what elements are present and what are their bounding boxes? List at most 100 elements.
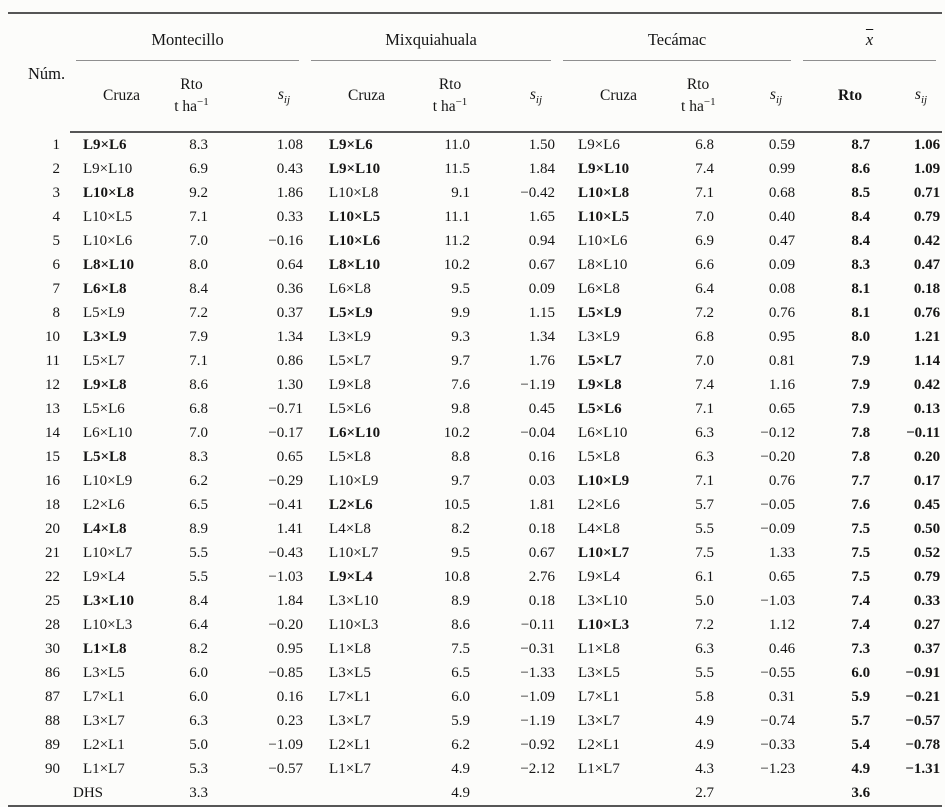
cell-mean-rto: 7.5 xyxy=(851,521,871,537)
cell-tec-rto: 4.3 xyxy=(695,761,715,777)
cell-tec-cruza: L3×L5 xyxy=(578,665,620,681)
cell-mont-rto: 6.4 xyxy=(189,617,208,633)
cell-mont-cruza: L3×L7 xyxy=(83,713,125,729)
table-row: 13 L5×L6 6.8 −0.71 L5×L6 9.8 0.45 L5×L6 7.1 0.65 7… xyxy=(8,397,942,421)
cell-tec-rto: 7.4 xyxy=(695,377,715,393)
cell-mix-rto: 11.0 xyxy=(444,137,471,153)
row-num: 8 xyxy=(52,305,61,321)
cell-tec-rto: 7.2 xyxy=(695,617,715,633)
cell-mean-rto: 7.5 xyxy=(851,569,871,585)
cell-mont-rto: 6.3 xyxy=(189,713,208,729)
cell-mix-cruza: L2×L6 xyxy=(329,497,373,513)
cell-mix-sij: 0.18 xyxy=(528,521,556,537)
cell-tec-sij: 0.65 xyxy=(768,401,796,417)
cell-mont-rto: 8.3 xyxy=(189,137,208,153)
cell-mix-cruza: L10×L5 xyxy=(329,209,381,225)
cell-mont-cruza: L3×L9 xyxy=(83,329,127,345)
cell-mix-rto: 4.9 xyxy=(451,761,471,777)
cell-tec-rto: 5.8 xyxy=(695,689,715,705)
cell-mix-sij: −0.04 xyxy=(520,425,556,441)
cell-mix-cruza: L9×L4 xyxy=(329,569,373,585)
cell-mean-sij: 1.14 xyxy=(913,353,941,369)
cell-mix-cruza: L7×L1 xyxy=(329,689,371,705)
cell-mean-rto: 4.9 xyxy=(851,761,871,777)
group-header-mean: x xyxy=(797,14,942,61)
cell-mont-cruza: L6×L8 xyxy=(83,281,127,297)
column-header-mix-sij: sij xyxy=(472,61,558,133)
cell-mont-rto: 5.3 xyxy=(189,761,208,777)
cell-tec-cruza: L10×L8 xyxy=(578,185,630,201)
cell-mix-cruza: L10×L7 xyxy=(329,545,379,561)
cell-mix-sij: 0.03 xyxy=(528,473,556,489)
cell-mean-rto: 5.9 xyxy=(851,689,871,705)
cell-mean-sij: 0.71 xyxy=(913,185,941,201)
cell-mix-cruza: L9×L10 xyxy=(329,161,381,177)
cell-mont-sij: 0.23 xyxy=(276,713,304,729)
cell-mean-rto: 8.3 xyxy=(851,257,871,273)
cell-mont-sij: −0.20 xyxy=(268,617,304,633)
cell-mont-cruza: L3×L5 xyxy=(83,665,125,681)
cell-mean-sij: −0.21 xyxy=(905,689,941,705)
cell-tec-rto: 6.3 xyxy=(695,641,715,657)
cell-mont-sij: 0.64 xyxy=(276,257,304,273)
cell-mix-cruza xyxy=(305,781,428,805)
cell-mix-sij: 0.67 xyxy=(528,257,556,273)
cell-mean-rto: 7.4 xyxy=(851,593,871,609)
cell-mont-cruza: L1×L8 xyxy=(83,641,127,657)
cell-mix-cruza: L5×L8 xyxy=(329,449,371,465)
cell-tec-rto: 6.1 xyxy=(695,569,715,585)
cell-tec-sij: 1.12 xyxy=(768,617,796,633)
table-row: 1 L9×L6 8.3 1.08 L9×L6 11.0 1.50 L9×L6 6.8 0.59 8.… xyxy=(8,133,942,157)
cell-tec-cruza: L3×L10 xyxy=(578,593,628,609)
cell-mont-cruza: L1×L7 xyxy=(83,761,125,777)
column-header-mont-cruza: Cruza xyxy=(70,61,173,133)
cell-tec-rto: 5.5 xyxy=(695,665,715,681)
group-header-tecamac: Tecámac xyxy=(557,14,797,61)
cell-mean-rto: 8.1 xyxy=(851,281,871,297)
cell-mont-sij: −0.16 xyxy=(268,233,304,249)
cell-mix-rto: 9.7 xyxy=(451,473,471,489)
cell-mix-cruza: L5×L9 xyxy=(329,305,373,321)
cell-mix-sij: 1.50 xyxy=(528,137,556,153)
cell-mont-sij: 0.43 xyxy=(276,161,304,177)
cell-tec-cruza: L10×L9 xyxy=(578,473,630,489)
column-header-mix-rto: Rto t ha−1 xyxy=(428,61,473,133)
cell-mont-cruza: L10×L9 xyxy=(83,473,133,489)
cell-mix-cruza: L3×L9 xyxy=(329,329,371,345)
cell-mont-cruza: L9×L4 xyxy=(83,569,125,585)
cell-mont-rto: 8.2 xyxy=(189,641,208,657)
table-row: 4 L10×L5 7.1 0.33 L10×L5 11.1 1.65 L10×L5 7.0 0.4… xyxy=(8,205,942,229)
table-row: 12 L9×L8 8.6 1.30 L9×L8 7.6 −1.19 L9×L8 7.4 1.16 7… xyxy=(8,373,942,397)
cell-mont-sij: 1.30 xyxy=(276,377,304,393)
cell-tec-sij: 0.31 xyxy=(768,689,796,705)
cell-mean-sij: 1.06 xyxy=(913,137,941,153)
cell-mont-sij: 1.86 xyxy=(276,185,304,201)
cell-tec-cruza: L6×L10 xyxy=(578,425,628,441)
row-num: 12 xyxy=(45,377,60,393)
table-header: Núm. Montecillo Mixquiahuala Tecámac x C… xyxy=(8,14,943,133)
cell-mont-rto: 9.2 xyxy=(189,185,208,201)
cell-tec-cruza: L5×L7 xyxy=(578,353,622,369)
row-num: 2 xyxy=(52,161,61,177)
cell-tec-rto: 7.0 xyxy=(695,209,715,225)
cell-mix-rto: 8.2 xyxy=(451,521,471,537)
cell-tec-sij: 1.33 xyxy=(768,545,796,561)
cell-mean-rto: 8.6 xyxy=(851,161,871,177)
row-num: 15 xyxy=(45,449,60,465)
cell-mont-cruza: L10×L6 xyxy=(83,233,133,249)
group-header-mixquiahuala: Mixquiahuala xyxy=(305,14,557,61)
cell-mean-sij: −1.31 xyxy=(905,761,941,777)
cell-mont-rto: 6.2 xyxy=(189,473,208,489)
table-row: 18 L2×L6 6.5 −0.41 L2×L6 10.5 1.81 L2×L6 5.7 −0.0… xyxy=(8,493,942,517)
cell-tec-cruza: L10×L6 xyxy=(578,233,628,249)
column-header-mont-rto: Rto t ha−1 xyxy=(173,61,210,133)
cell-tec-sij: 0.59 xyxy=(768,137,796,153)
cell-mont-sij: 1.41 xyxy=(276,521,304,537)
cell-mont-rto: 7.1 xyxy=(189,209,208,225)
cell-mont-sij: 0.37 xyxy=(276,305,304,321)
cell-mean-sij: 0.47 xyxy=(913,257,941,273)
cell-mix-rto: 9.8 xyxy=(451,401,471,417)
cell-mix-sij: 1.65 xyxy=(528,209,556,225)
cell-mont-rto: 8.9 xyxy=(189,521,208,537)
cell-mont-sij: 0.86 xyxy=(276,353,304,369)
